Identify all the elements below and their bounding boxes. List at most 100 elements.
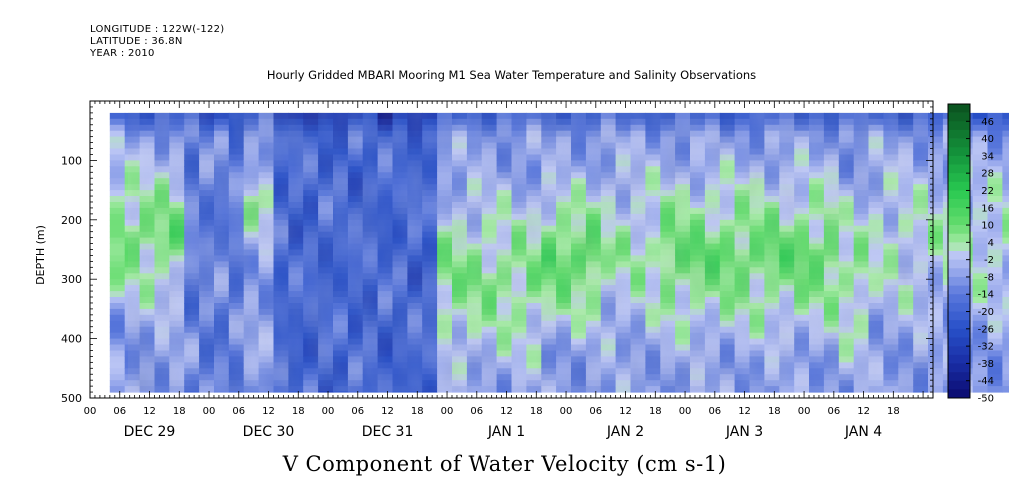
heatmap-cell xyxy=(109,350,126,357)
colorbar-swatch xyxy=(948,276,970,286)
heatmap-cell xyxy=(1002,332,1009,340)
colorbar-swatch xyxy=(948,337,970,347)
colorbar-label: -32 xyxy=(978,342,994,353)
colorbar-label: 28 xyxy=(981,169,994,180)
heatmap-cell xyxy=(972,344,989,351)
heatmap-cell xyxy=(987,166,1003,173)
heatmap-cell xyxy=(972,237,989,245)
heatmap-cell xyxy=(987,374,1003,381)
heatmap-cell xyxy=(928,279,944,286)
x-hour-tick-label: 12 xyxy=(143,406,156,417)
heatmap-cell xyxy=(109,368,126,375)
heatmap-cell xyxy=(987,184,1003,191)
colorbar-swatch xyxy=(948,242,970,252)
colorbar-swatch xyxy=(948,173,970,183)
heatmap-cell xyxy=(987,380,1003,387)
heatmap-cell xyxy=(972,142,989,150)
colorbar-swatch xyxy=(948,380,970,390)
heatmap-cell xyxy=(1002,190,1009,197)
heatmap-cell xyxy=(928,297,944,304)
heatmap-cell xyxy=(109,130,126,138)
heatmap-cell xyxy=(1002,243,1009,251)
heatmap-cell xyxy=(987,130,1003,138)
heatmap-cell xyxy=(109,320,126,328)
heatmap-cell xyxy=(109,261,126,268)
heatmap-cell xyxy=(987,356,1003,363)
heatmap-cell xyxy=(109,225,126,233)
heatmap-cell xyxy=(109,291,126,298)
heatmap-cell xyxy=(1002,356,1009,363)
heatmap-cell xyxy=(987,279,1003,286)
colorbar-swatch xyxy=(948,190,970,200)
heatmap-cell xyxy=(987,213,1003,221)
y-axis-label: DEPTH (m) xyxy=(34,225,47,285)
heatmap-cell xyxy=(109,148,126,155)
heatmap-cell xyxy=(928,219,944,227)
heatmap-cell xyxy=(972,303,989,310)
heatmap-cell xyxy=(109,273,126,280)
colorbar-swatch xyxy=(948,207,970,217)
colorbar-swatch xyxy=(948,320,970,330)
heatmap-cell xyxy=(972,297,989,304)
heatmap-cell xyxy=(987,344,1003,351)
heatmap-cell xyxy=(1002,213,1009,221)
heatmap-cell xyxy=(928,285,944,292)
heatmap-cell xyxy=(1002,154,1009,161)
heatmap-cell xyxy=(928,344,944,351)
heatmap-cell xyxy=(972,166,989,173)
x-day-label: DEC 31 xyxy=(362,424,414,440)
heatmap-cell xyxy=(928,207,944,215)
heatmap-cell xyxy=(928,225,944,233)
x-day-label: JAN 2 xyxy=(606,424,644,440)
y-tick-label: 100 xyxy=(61,154,82,167)
x-hour-tick-label: 00 xyxy=(798,406,811,417)
heatmap-cell xyxy=(987,368,1003,375)
heatmap-cell xyxy=(928,326,944,334)
colorbar-swatch xyxy=(948,354,970,364)
heatmap-cell xyxy=(972,196,989,203)
y-tick-label: 400 xyxy=(61,333,82,346)
heatmap-cell xyxy=(987,350,1003,357)
heatmap-cell xyxy=(972,225,989,233)
heatmap-cell xyxy=(987,202,1003,209)
heatmap-cell xyxy=(987,154,1003,161)
heatmap-cell xyxy=(109,255,126,262)
heatmap-cell xyxy=(1002,267,1009,274)
colorbar-label: -38 xyxy=(978,359,994,370)
heatmap-cell xyxy=(1002,291,1009,298)
heatmap-cell xyxy=(1002,249,1009,256)
heatmap-cell xyxy=(987,320,1003,328)
heatmap-cell xyxy=(987,255,1003,262)
heatmap-cell xyxy=(928,386,944,393)
colorbar-label: -20 xyxy=(978,307,994,318)
heatmap-cell xyxy=(1002,130,1009,138)
heatmap-cell xyxy=(972,255,989,262)
heatmap-cell xyxy=(928,350,944,357)
heatmap-cell xyxy=(987,219,1003,227)
colorbar-label: -8 xyxy=(984,272,994,283)
heatmap-cell xyxy=(1002,166,1009,173)
heatmap-cell xyxy=(972,350,989,357)
heatmap-cell xyxy=(109,160,126,167)
heatmap-cell xyxy=(109,267,126,274)
heatmap-cell xyxy=(928,190,944,197)
heatmap-cell xyxy=(987,237,1003,245)
heatmap-cell xyxy=(987,386,1003,393)
heatmap-cell xyxy=(928,338,944,346)
y-tick-label: 300 xyxy=(61,273,82,286)
x-day-label: JAN 1 xyxy=(487,424,525,440)
heatmap-cell xyxy=(109,386,126,393)
heatmap-cell xyxy=(972,368,989,375)
heatmap-cell xyxy=(987,172,1003,179)
x-hour-tick-label: 12 xyxy=(619,406,632,417)
heatmap-cell xyxy=(928,112,944,120)
heatmap-cell xyxy=(987,148,1003,155)
y-tick-label: 200 xyxy=(61,214,82,227)
heatmap-cell xyxy=(987,207,1003,215)
colorbar-swatch xyxy=(948,112,970,122)
colorbar-label: 10 xyxy=(981,221,994,232)
x-hour-tick-label: 12 xyxy=(857,406,870,417)
heatmap-cell xyxy=(987,160,1003,167)
heatmap-cell xyxy=(928,261,944,268)
heatmap-cell xyxy=(987,314,1003,322)
